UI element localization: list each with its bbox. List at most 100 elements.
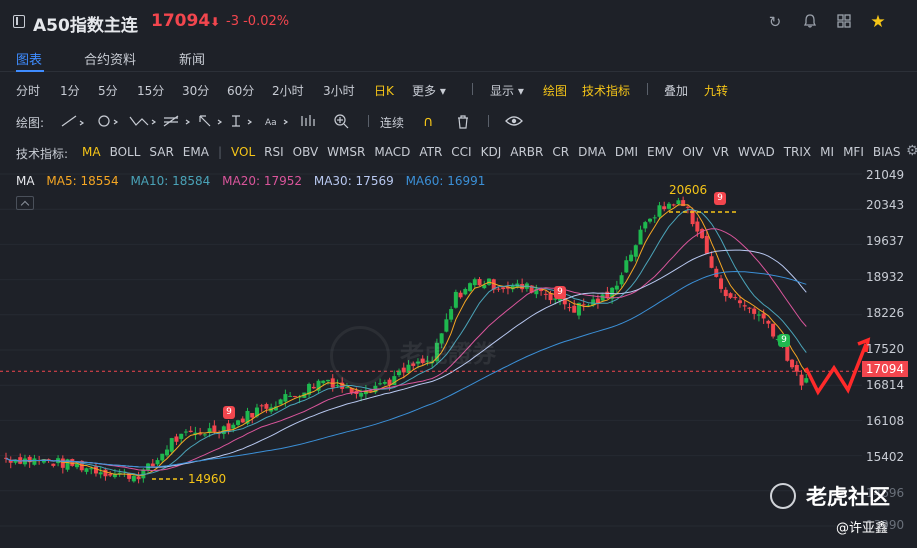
panel-icon[interactable] [13,15,25,28]
collapse-legend-button[interactable] [16,196,34,210]
candle-body [510,285,515,290]
indicator-cr[interactable]: CR [552,145,570,159]
indicator-ma[interactable]: MA [82,145,101,159]
y-tick: 21049 [866,168,905,182]
candle-body [477,279,482,286]
ma20-line [5,228,807,472]
indicators-toggle[interactable]: 技术指标 [582,84,631,98]
divider [488,115,489,127]
period-5min[interactable]: 5分 [98,84,118,98]
candle-body [387,379,392,386]
indicator-kdj[interactable]: KDJ [480,145,502,159]
grid-icon[interactable] [835,13,853,31]
candle-body [18,457,23,464]
overlay-button[interactable]: 叠加 [664,84,689,98]
candle-body [368,390,373,392]
period-daily[interactable]: 日K [374,84,394,98]
draw-toggle[interactable]: 绘图 [543,84,568,98]
period-timeshare[interactable]: 分时 [16,84,41,98]
shape-tool-icon [98,115,110,127]
indicator-macd[interactable]: MACD [374,145,411,159]
indicator-emv[interactable]: EMV [647,145,674,159]
candle-body [297,396,302,398]
indicator-rsi[interactable]: RSI [264,145,284,159]
fib-tool-icon [163,115,179,127]
eye-icon[interactable] [505,115,523,127]
instrument-title: A50指数主连 [33,16,138,36]
price-axis: 21049 20343 19637 18932 18226 17520 1681… [862,168,917,548]
indicator-boll[interactable]: BOLL [109,145,141,159]
star-icon[interactable]: ★ [870,12,886,32]
tab-news[interactable]: 新闻 [179,53,206,68]
refresh-icon[interactable]: ↻ [768,13,782,31]
candle-body [491,279,496,290]
tab-contract-info[interactable]: 合约资料 [84,53,137,68]
indicator-mi[interactable]: MI [820,145,835,159]
indicator-wmsr[interactable]: WMSR [327,145,366,159]
measure-tool-icon [301,115,315,126]
candle-body [719,278,724,289]
candle-body [198,433,203,435]
period-60min[interactable]: 60分 [227,84,255,98]
bell-icon[interactable] [801,13,819,31]
candle-body [444,319,449,332]
candlestick-chart[interactable] [0,168,917,548]
indicator-obv[interactable]: OBV [292,145,319,159]
y-tick: 17520 [866,342,905,356]
candle-body [761,313,766,319]
candle-body [397,370,402,376]
divider [647,83,648,95]
period-more-dropdown[interactable]: 更多 ▾ [412,84,446,98]
candle-body [188,430,193,433]
candle-body [326,379,330,382]
indicator-atr[interactable]: ATR [419,145,443,159]
candle-body [581,304,586,306]
legend-ma5: MA5: 18554 [46,174,119,188]
candle-body [771,323,776,337]
candle-body [131,475,136,482]
indicator-toolbar-label: 技术指标: [16,147,69,161]
candle-body [638,229,643,245]
period-15min[interactable]: 15分 [137,84,165,98]
candle-body [65,459,70,470]
period-1min[interactable]: 1分 [60,84,80,98]
indicator-vr[interactable]: VR [712,145,729,159]
period-30min[interactable]: 30分 [182,84,210,98]
period-2h[interactable]: 2小时 [272,84,304,98]
indicator-list: MA BOLL SAR EMA | VOL RSI OBV WMSR MACD ATR CCI KDJ A… [82,145,909,159]
nine-turn-badge: 9 [554,286,566,299]
tab-chart[interactable]: 图表 [16,53,43,68]
indicator-oiv[interactable]: OIV [682,145,704,159]
candle-body [652,217,657,219]
settings-gear-icon[interactable]: ⚙ [906,143,917,159]
indicator-arbr[interactable]: ARBR [510,145,544,159]
nine-turn-badge: 9 [223,406,235,419]
indicator-ema[interactable]: EMA [182,145,209,159]
candle-body [32,458,37,465]
period-3h[interactable]: 3小时 [323,84,355,98]
candle-body [794,365,799,372]
magnet-icon[interactable]: ∩ [423,114,434,130]
indicator-mfi[interactable]: MFI [843,145,864,159]
indicator-wvad[interactable]: WVAD [737,145,775,159]
indicator-trix[interactable]: TRIX [783,145,812,159]
indicator-vol[interactable]: VOL [231,145,256,159]
nine-turn-toggle[interactable]: 九转 [704,84,729,98]
y-tick: 18932 [866,270,905,284]
candle-body [321,380,326,384]
zoom-tool-icon [334,114,346,126]
display-dropdown[interactable]: 显示 ▾ [490,84,524,98]
indicator-cci[interactable]: CCI [451,145,472,159]
indicator-dma[interactable]: DMA [578,145,606,159]
candle-body [747,307,752,309]
candle-body [112,473,117,478]
trash-icon[interactable] [456,114,470,130]
nine-turn-badge: 9 [714,192,726,205]
candle-body [193,432,198,435]
continuous-draw-toggle[interactable]: 连续 [380,116,405,130]
indicator-sar[interactable]: SAR [149,145,174,159]
candle-body [349,388,354,393]
indicator-dmi[interactable]: DMI [614,145,639,159]
candle-body [117,472,122,475]
indicator-bias[interactable]: BIAS [872,145,901,159]
